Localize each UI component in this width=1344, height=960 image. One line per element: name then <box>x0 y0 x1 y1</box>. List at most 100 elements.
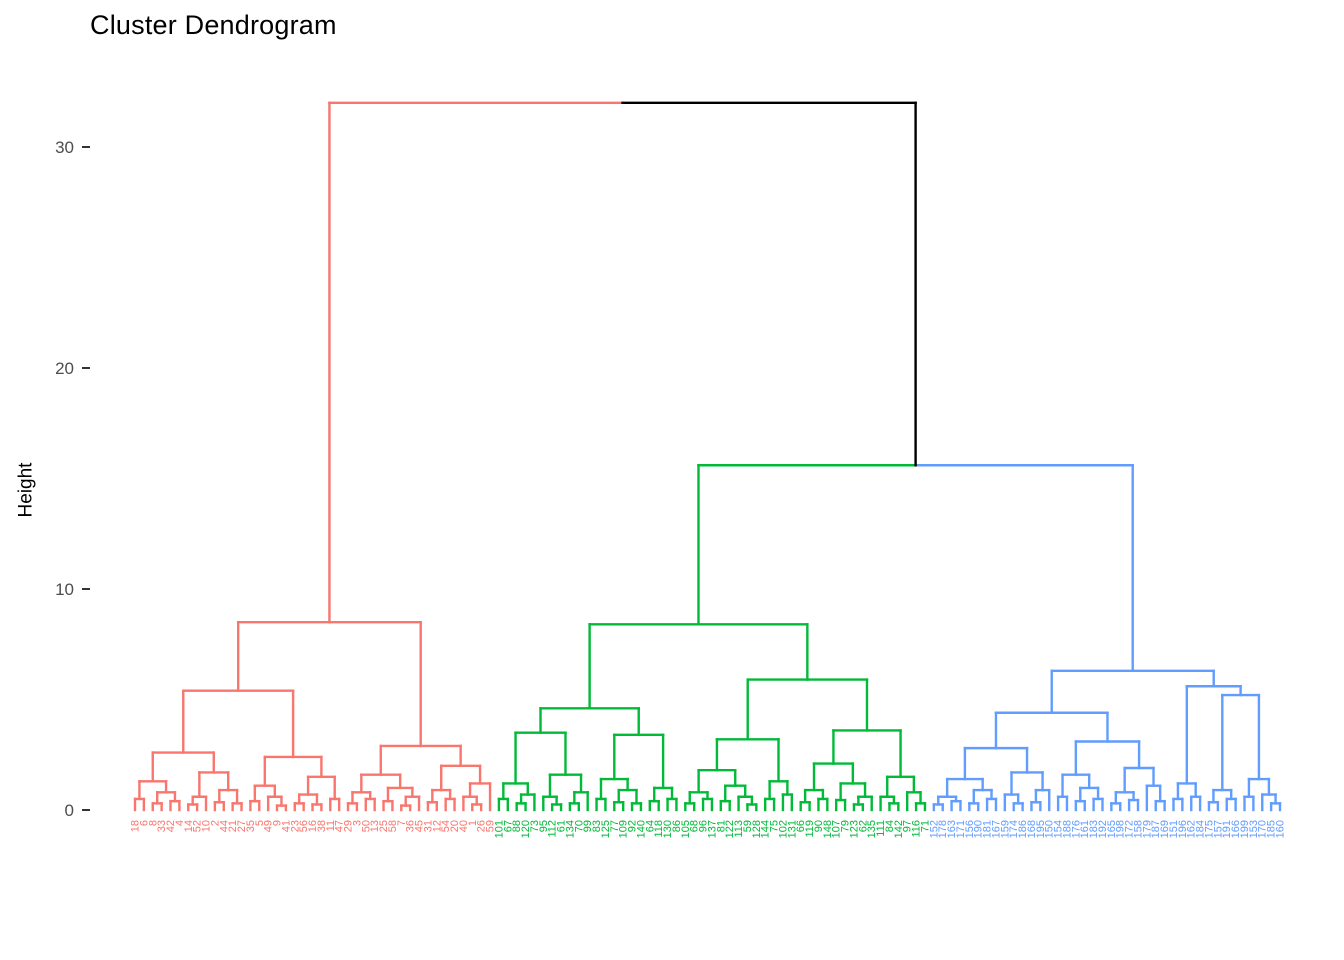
leaf-label: 49 <box>263 820 275 832</box>
leaf-label: 131 <box>786 820 798 838</box>
leaf-label: 199 <box>1239 820 1251 838</box>
leaf-label: 47 <box>334 820 346 832</box>
leaf-label: 163 <box>946 820 958 838</box>
leaf-label: 52 <box>192 820 204 832</box>
leaf-label: 157 <box>1212 820 1224 838</box>
leaf-label: 102 <box>777 820 789 838</box>
leaf-label: 7 <box>396 820 408 826</box>
leaf-label: 153 <box>1248 820 1260 838</box>
leaf-label: 73 <box>529 820 541 832</box>
leaf-label: 26 <box>476 820 488 832</box>
leaf-label: 8 <box>147 820 159 826</box>
leaf-label: 192 <box>1097 820 1109 838</box>
leaf-label: 161 <box>1079 820 1091 838</box>
leaf-label: 29 <box>343 820 355 832</box>
leaf-label: 150 <box>1044 820 1056 838</box>
leaf-label: 101 <box>493 820 505 838</box>
leaf-label: 20 <box>449 820 461 832</box>
leaf-label: 109 <box>618 820 630 838</box>
leaf-label: 123 <box>848 820 860 838</box>
leaf-label: 67 <box>502 820 514 832</box>
leaf-label: 92 <box>627 820 639 832</box>
leaf-label: 105 <box>680 820 692 838</box>
leaf-label: 88 <box>511 820 523 832</box>
leaf-label: 170 <box>1257 820 1269 838</box>
leaf-label: 185 <box>1266 820 1278 838</box>
leaf-label: 154 <box>1053 820 1065 838</box>
leaf-label: 112 <box>547 820 559 838</box>
leaf-label: 188 <box>1061 820 1073 838</box>
leaf-label: 33 <box>156 820 168 832</box>
leaf-label: 84 <box>884 820 896 832</box>
leaf-label: 38 <box>316 820 328 832</box>
leaf-label: 142 <box>893 820 905 838</box>
leaf-label: 165 <box>1106 820 1118 838</box>
leaf-label: 107 <box>831 820 843 838</box>
leaf-label: 77 <box>609 820 621 832</box>
leaf-label: 148 <box>822 820 834 838</box>
leaf-label: 198 <box>1115 820 1127 838</box>
leaf-label: 99 <box>582 820 594 832</box>
leaf-label: 45 <box>414 820 426 832</box>
leaf-label: 183 <box>1088 820 1100 838</box>
leaf-label: 35 <box>245 820 257 832</box>
leaf-label: 14 <box>183 820 195 832</box>
leaf-label: 2 <box>209 820 221 826</box>
leaf-label: 4 <box>174 820 186 826</box>
leaf-label: 166 <box>1230 820 1242 838</box>
chart-title: Cluster Dendrogram <box>90 10 337 40</box>
y-tick-label: 20 <box>55 359 74 378</box>
leaf-label: 168 <box>1026 820 1038 838</box>
leaf-label: 137 <box>706 820 718 838</box>
leaf-label: 140 <box>635 820 647 838</box>
leaf-label: 31 <box>422 820 434 832</box>
leaf-label: 59 <box>742 820 754 832</box>
leaf-label: 90 <box>813 820 825 832</box>
leaf-label: 97 <box>902 820 914 832</box>
leaf-label: 187 <box>1150 820 1162 838</box>
leaf-label: 130 <box>662 820 674 838</box>
leaf-label: 160 <box>1275 820 1287 838</box>
leaf-label: 174 <box>1008 820 1020 838</box>
leaf-label: 71 <box>919 820 931 832</box>
leaf-label: 25 <box>378 820 390 832</box>
leaf-label: 36 <box>405 820 417 832</box>
leaf-label: 171 <box>955 820 967 838</box>
leaf-label: 44 <box>218 820 230 832</box>
leaf-label: 162 <box>1186 820 1198 838</box>
leaf-label: 151 <box>1168 820 1180 838</box>
leaf-label: 41 <box>280 820 292 832</box>
leaf-label: 10 <box>201 820 213 832</box>
leaf-label: 195 <box>1035 820 1047 838</box>
leaf-label: 135 <box>866 820 878 838</box>
leaf-label: 176 <box>1070 820 1082 838</box>
leaf-label: 64 <box>644 820 656 832</box>
leaf-label: 134 <box>564 820 576 838</box>
leaf-label: 70 <box>573 820 585 832</box>
leaf-label: 59 <box>485 820 497 832</box>
leaf-label: 66 <box>795 820 807 832</box>
leaf-label: 125 <box>600 820 612 838</box>
leaf-label: 156 <box>964 820 976 838</box>
leaf-label: 158 <box>1132 820 1144 838</box>
leaf-label: 21 <box>227 820 239 832</box>
leaf-label: 79 <box>840 820 852 832</box>
leaf-label: 56 <box>298 820 310 832</box>
leaf-label: 81 <box>715 820 727 832</box>
leaf-label: 62 <box>857 820 869 832</box>
leaf-label: 95 <box>538 820 550 832</box>
leaf-label: 186 <box>1017 820 1029 838</box>
leaf-label: 27 <box>236 820 248 832</box>
leaf-label: 179 <box>1141 820 1153 838</box>
leaf-label: 152 <box>928 820 940 838</box>
leaf-label: 1 <box>467 820 479 826</box>
leaf-label: 144 <box>760 820 772 838</box>
leaf-label: 58 <box>387 820 399 832</box>
leaf-label: 111 <box>875 820 887 837</box>
leaf-label: 118 <box>653 820 665 838</box>
leaf-label: 3 <box>351 820 363 826</box>
leaf-label: 169 <box>1159 820 1171 838</box>
leaf-label: 96 <box>698 820 710 832</box>
leaf-label: 6 <box>138 820 150 826</box>
